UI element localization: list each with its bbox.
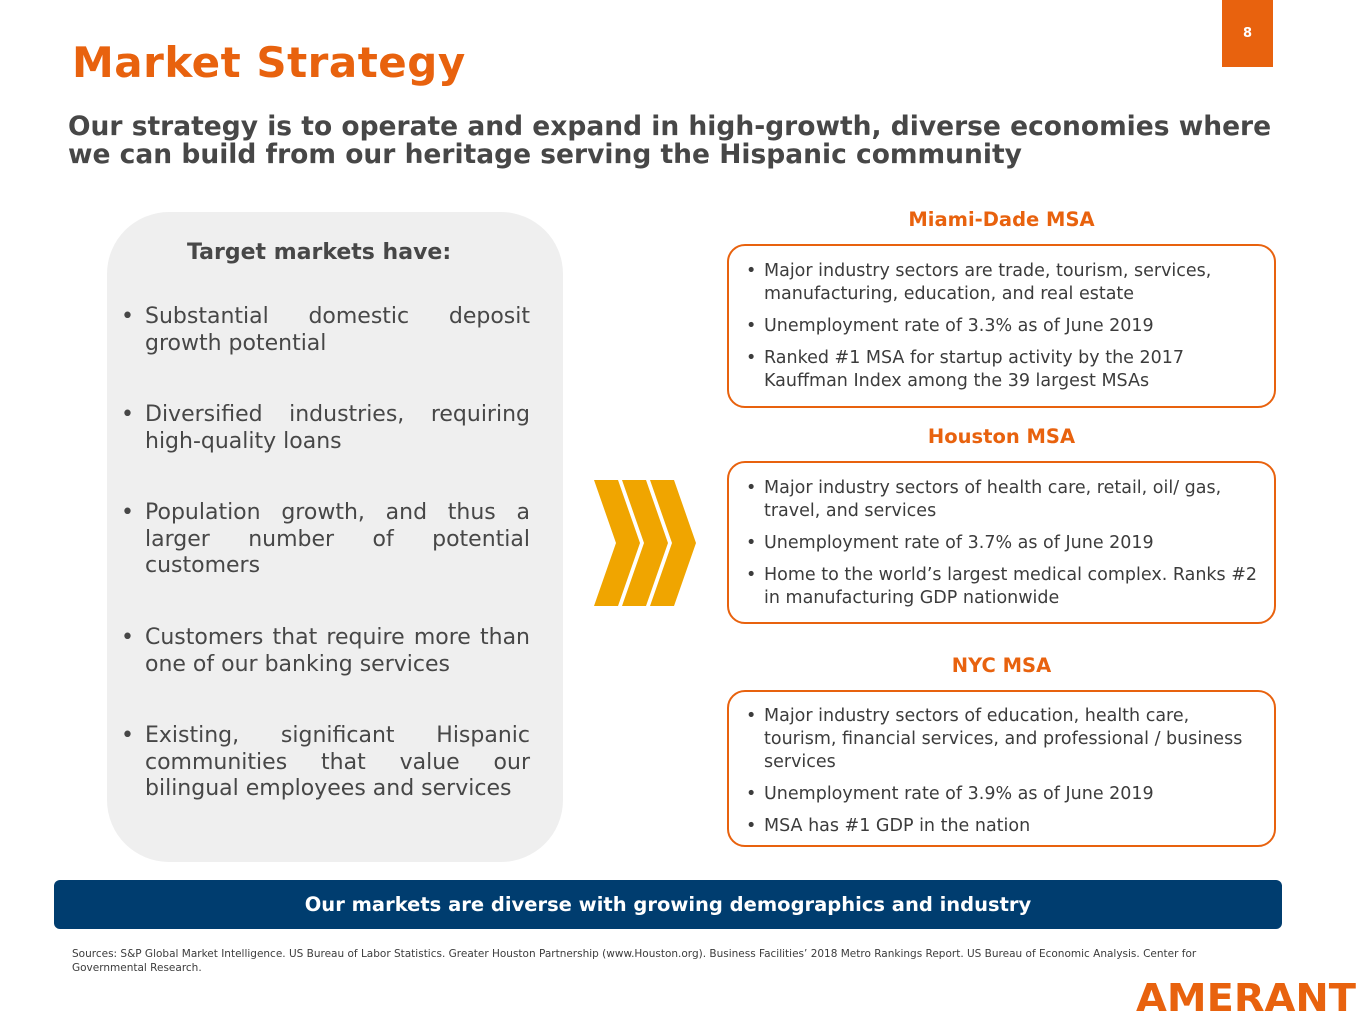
bullet-icon: • — [746, 565, 757, 585]
market-title-miami: Miami-Dade MSA — [908, 208, 1095, 231]
bullet-icon: • — [746, 261, 757, 281]
chevron-icon — [594, 480, 640, 606]
market-item: • Unemployment rate of 3.9% as of June 2… — [746, 784, 1154, 804]
bullet-icon: • — [121, 625, 134, 650]
svg-text:AMERANT: AMERANT — [1136, 978, 1356, 1014]
bullet-icon: • — [746, 316, 757, 336]
chevron-icon — [622, 480, 668, 606]
page-number: 8 — [1222, 0, 1273, 67]
market-box-nyc: • Major industry sectors of education, h… — [727, 690, 1276, 847]
market-title-houston: Houston MSA — [927, 425, 1076, 448]
target-item: • Population growth, and thus a larger n… — [121, 500, 530, 578]
bullet-icon: • — [746, 706, 757, 726]
market-item: • Major industry sectors of education, h… — [746, 706, 1243, 772]
chevron-arrows-icon — [594, 480, 696, 606]
chevron-icon — [650, 480, 696, 606]
market-item: • Ranked #1 MSA for startup activity by … — [746, 348, 1185, 391]
target-item: • Substantial domestic deposit growth po… — [121, 304, 530, 356]
market-box-houston: • Major industry sectors of health care,… — [727, 461, 1276, 624]
sources-footnote: Sources: S&P Global Market Intelligence.… — [72, 948, 1197, 974]
market-item: • MSA has #1 GDP in the nation — [746, 816, 1031, 836]
bullet-icon: • — [121, 304, 134, 329]
bullet-icon: • — [746, 816, 757, 836]
page-title: Market Strategy — [72, 38, 466, 87]
market-item: • Unemployment rate of 3.3% as of June 2… — [746, 316, 1154, 336]
bullet-icon: • — [121, 402, 134, 427]
target-markets-panel: Target markets have: • Substantial domes… — [107, 212, 563, 862]
bullet-icon: • — [746, 348, 757, 368]
summary-banner: Our markets are diverse with growing dem… — [54, 880, 1282, 929]
bullet-icon: • — [746, 533, 757, 553]
market-item: • Major industry sectors of health care,… — [746, 478, 1222, 521]
target-item: • Customers that require more than one o… — [121, 625, 530, 677]
bullet-icon: • — [746, 784, 757, 804]
market-item: • Unemployment rate of 3.7% as of June 2… — [746, 533, 1154, 553]
page-subtitle: Our strategy is to operate and expand in… — [68, 111, 1272, 170]
market-box-miami: • Major industry sectors are trade, tour… — [727, 244, 1276, 408]
bullet-icon: • — [746, 478, 757, 498]
amerant-logo: AMERANT — [1136, 978, 1356, 1014]
bullet-icon: • — [121, 723, 134, 748]
target-markets-heading: Target markets have: — [187, 240, 452, 265]
market-title-nyc: NYC MSA — [951, 654, 1052, 677]
market-item: • Major industry sectors are trade, tour… — [746, 261, 1212, 304]
target-item: • Existing, significant Hispanic communi… — [121, 723, 530, 801]
bullet-icon: • — [121, 500, 134, 525]
target-item: • Diversified industries, requiring high… — [121, 402, 530, 454]
market-item: • Home to the world’s largest medical co… — [746, 565, 1258, 608]
